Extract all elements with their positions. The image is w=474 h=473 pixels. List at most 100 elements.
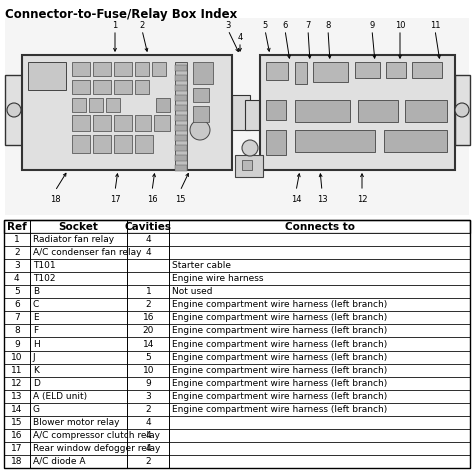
Text: 14: 14 (143, 340, 154, 349)
Bar (4, 311, 470, 324)
Text: 10: 10 (143, 366, 154, 375)
Bar (72, 135, 90, 153)
Text: 5: 5 (14, 287, 20, 296)
Text: K: K (33, 366, 38, 375)
Text: Not used: Not used (173, 287, 213, 296)
Bar (114, 62, 132, 76)
Text: Engine compartment wire harness (left branch): Engine compartment wire harness (left br… (173, 326, 388, 335)
Bar (175, 115, 187, 121)
Bar (175, 75, 187, 81)
Text: J: J (33, 352, 35, 361)
Bar (175, 125, 187, 131)
Text: 13: 13 (317, 195, 328, 204)
Bar (93, 135, 111, 153)
Text: Engine compartment wire harness (left branch): Engine compartment wire harness (left br… (173, 405, 388, 414)
Bar (232, 95, 250, 130)
Text: Socket: Socket (59, 221, 99, 231)
Bar (135, 80, 149, 94)
Bar (4, 220, 470, 233)
Text: 6: 6 (14, 300, 20, 309)
Text: A/C condenser fan relay: A/C condenser fan relay (33, 248, 141, 257)
Text: 14: 14 (11, 405, 22, 414)
Text: 1: 1 (112, 21, 118, 30)
Text: 12: 12 (11, 379, 22, 388)
Bar (4, 442, 470, 455)
Text: 16: 16 (143, 314, 154, 323)
Bar (235, 155, 263, 177)
Bar (5, 18, 469, 215)
Bar (93, 62, 111, 76)
Text: Starter cable: Starter cable (173, 261, 231, 270)
Text: Engine compartment wire harness (left branch): Engine compartment wire harness (left br… (173, 366, 388, 375)
Bar (22, 55, 232, 170)
Bar (386, 62, 406, 78)
Text: D: D (33, 379, 39, 388)
Bar (28, 62, 66, 90)
Bar (4, 377, 470, 390)
Bar (4, 390, 470, 403)
Text: Rear window defogger relay: Rear window defogger relay (33, 444, 160, 453)
Text: 15: 15 (175, 195, 185, 204)
Text: 2: 2 (14, 248, 19, 257)
Bar (93, 80, 111, 94)
Bar (72, 62, 90, 76)
Text: 11: 11 (430, 21, 440, 30)
Text: C: C (33, 300, 39, 309)
Bar (455, 75, 470, 145)
Text: Engine compartment wire harness (left branch): Engine compartment wire harness (left br… (173, 352, 388, 361)
Bar (175, 62, 187, 170)
Text: 2: 2 (146, 300, 151, 309)
Bar (4, 350, 470, 364)
Bar (412, 62, 442, 78)
Text: Radiator fan relay: Radiator fan relay (33, 235, 114, 244)
Bar (175, 65, 187, 71)
Text: 4: 4 (146, 431, 151, 440)
Text: 10: 10 (11, 352, 23, 361)
Text: Blower motor relay: Blower motor relay (33, 418, 119, 427)
Text: 9: 9 (369, 21, 374, 30)
Bar (358, 100, 398, 122)
Bar (175, 95, 187, 101)
Text: E: E (33, 314, 38, 323)
Bar (114, 115, 132, 131)
Bar (4, 259, 470, 272)
Text: 8: 8 (14, 326, 20, 335)
Circle shape (455, 103, 469, 117)
Bar (4, 324, 470, 337)
Bar (4, 246, 470, 259)
Text: 4: 4 (146, 444, 151, 453)
Bar (114, 135, 132, 153)
Text: 12: 12 (357, 195, 367, 204)
Text: 18: 18 (50, 195, 60, 204)
Text: 8: 8 (325, 21, 331, 30)
Text: 1: 1 (146, 287, 151, 296)
Text: 5: 5 (146, 352, 151, 361)
Bar (175, 105, 187, 111)
Text: 16: 16 (11, 431, 23, 440)
Text: Engine compartment wire harness (left branch): Engine compartment wire harness (left br… (173, 340, 388, 349)
Bar (4, 285, 470, 298)
Text: 3: 3 (14, 261, 20, 270)
Bar (89, 98, 103, 112)
Bar (175, 165, 187, 171)
Bar (266, 100, 286, 120)
Text: 4: 4 (14, 274, 19, 283)
Text: H: H (33, 340, 39, 349)
Text: F: F (33, 326, 38, 335)
Text: 7: 7 (14, 314, 20, 323)
Text: 9: 9 (146, 379, 151, 388)
Text: 6: 6 (283, 21, 288, 30)
Bar (4, 337, 470, 350)
Text: 11: 11 (11, 366, 23, 375)
Text: Engine compartment wire harness (left branch): Engine compartment wire harness (left br… (173, 300, 388, 309)
Bar (4, 298, 470, 311)
Text: 4: 4 (146, 418, 151, 427)
Text: 7: 7 (305, 21, 310, 30)
Bar (4, 416, 470, 429)
Bar (193, 62, 213, 84)
Bar (295, 62, 307, 84)
Bar (260, 55, 455, 170)
Text: 3: 3 (225, 21, 231, 30)
Bar (245, 100, 260, 130)
Bar (175, 155, 187, 161)
